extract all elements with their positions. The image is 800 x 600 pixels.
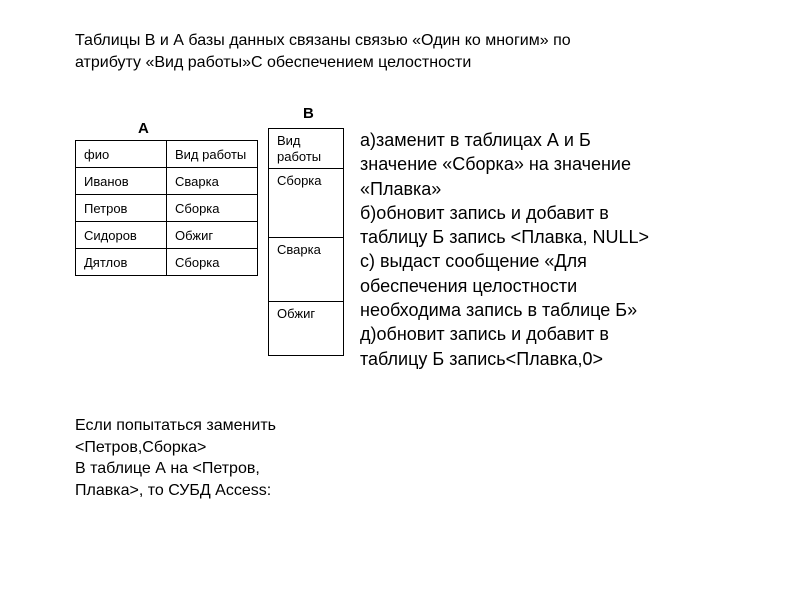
bottom-line: Плавка>, то СУБД Access: [75, 482, 271, 499]
table-a-cell: Дятлов [76, 249, 167, 276]
bottom-text: Если попытаться заменить <Петров,Сборка>… [75, 415, 335, 501]
table-row: Обжиг [269, 302, 344, 356]
answer-c-line: необходима запись в таблице Б» [360, 300, 637, 320]
table-b-cell: Сборка [269, 169, 344, 238]
intro-line2: атрибуту «Вид работы»С обеспечением цело… [75, 54, 471, 71]
table-a-cell: Обжиг [167, 222, 258, 249]
answer-b-line: таблицу Б запись <Плавка, NULL> [360, 227, 649, 247]
table-a-cell: Петров [76, 195, 167, 222]
bottom-line: Если попытаться заменить [75, 417, 276, 434]
bottom-line: <Петров,Сборка> [75, 439, 206, 456]
answer-a-line: значение «Сборка» на значение [360, 154, 631, 174]
bottom-line: В таблице А на <Петров, [75, 460, 260, 477]
answer-c-line: обеспечения целостности [360, 276, 577, 296]
table-b-label: В [303, 105, 314, 122]
intro-line1: Таблицы В и А базы данных связаны связью… [75, 32, 571, 49]
table-row: Сварка [269, 238, 344, 302]
table-a: фио Вид работы Иванов Сварка Петров Сбор… [75, 140, 258, 276]
answer-d-line: таблицу Б запись<Плавка,0> [360, 349, 603, 369]
table-row: Дятлов Сборка [76, 249, 258, 276]
answer-options: а)заменит в таблицах А и Б значение «Сбо… [360, 128, 760, 371]
table-row: Сборка [269, 169, 344, 238]
answer-b-line: б)обновит запись и добавит в [360, 203, 609, 223]
answer-c-line: с) выдаст сообщение «Для [360, 251, 587, 271]
table-row: Сидоров Обжиг [76, 222, 258, 249]
table-row: фио Вид работы [76, 141, 258, 168]
table-a-col0: фио [76, 141, 167, 168]
table-a-cell: Сварка [167, 168, 258, 195]
table-b-cell: Обжиг [269, 302, 344, 356]
table-a-cell: Сборка [167, 195, 258, 222]
answer-a-line: «Плавка» [360, 179, 441, 199]
table-b: Вид работы Сборка Сварка Обжиг [268, 128, 344, 356]
table-a-cell: Сидоров [76, 222, 167, 249]
table-a-cell: Иванов [76, 168, 167, 195]
table-b-header: Вид работы [269, 129, 344, 169]
table-row: Петров Сборка [76, 195, 258, 222]
table-b-cell: Сварка [269, 238, 344, 302]
table-row: Иванов Сварка [76, 168, 258, 195]
table-a-col1: Вид работы [167, 141, 258, 168]
answer-d-line: д)обновит запись и добавит в [360, 324, 609, 344]
intro-text: Таблицы В и А базы данных связаны связью… [75, 30, 715, 73]
answer-a-line: а)заменит в таблицах А и Б [360, 130, 591, 150]
table-a-label: А [138, 120, 149, 137]
table-row: Вид работы [269, 129, 344, 169]
table-a-cell: Сборка [167, 249, 258, 276]
